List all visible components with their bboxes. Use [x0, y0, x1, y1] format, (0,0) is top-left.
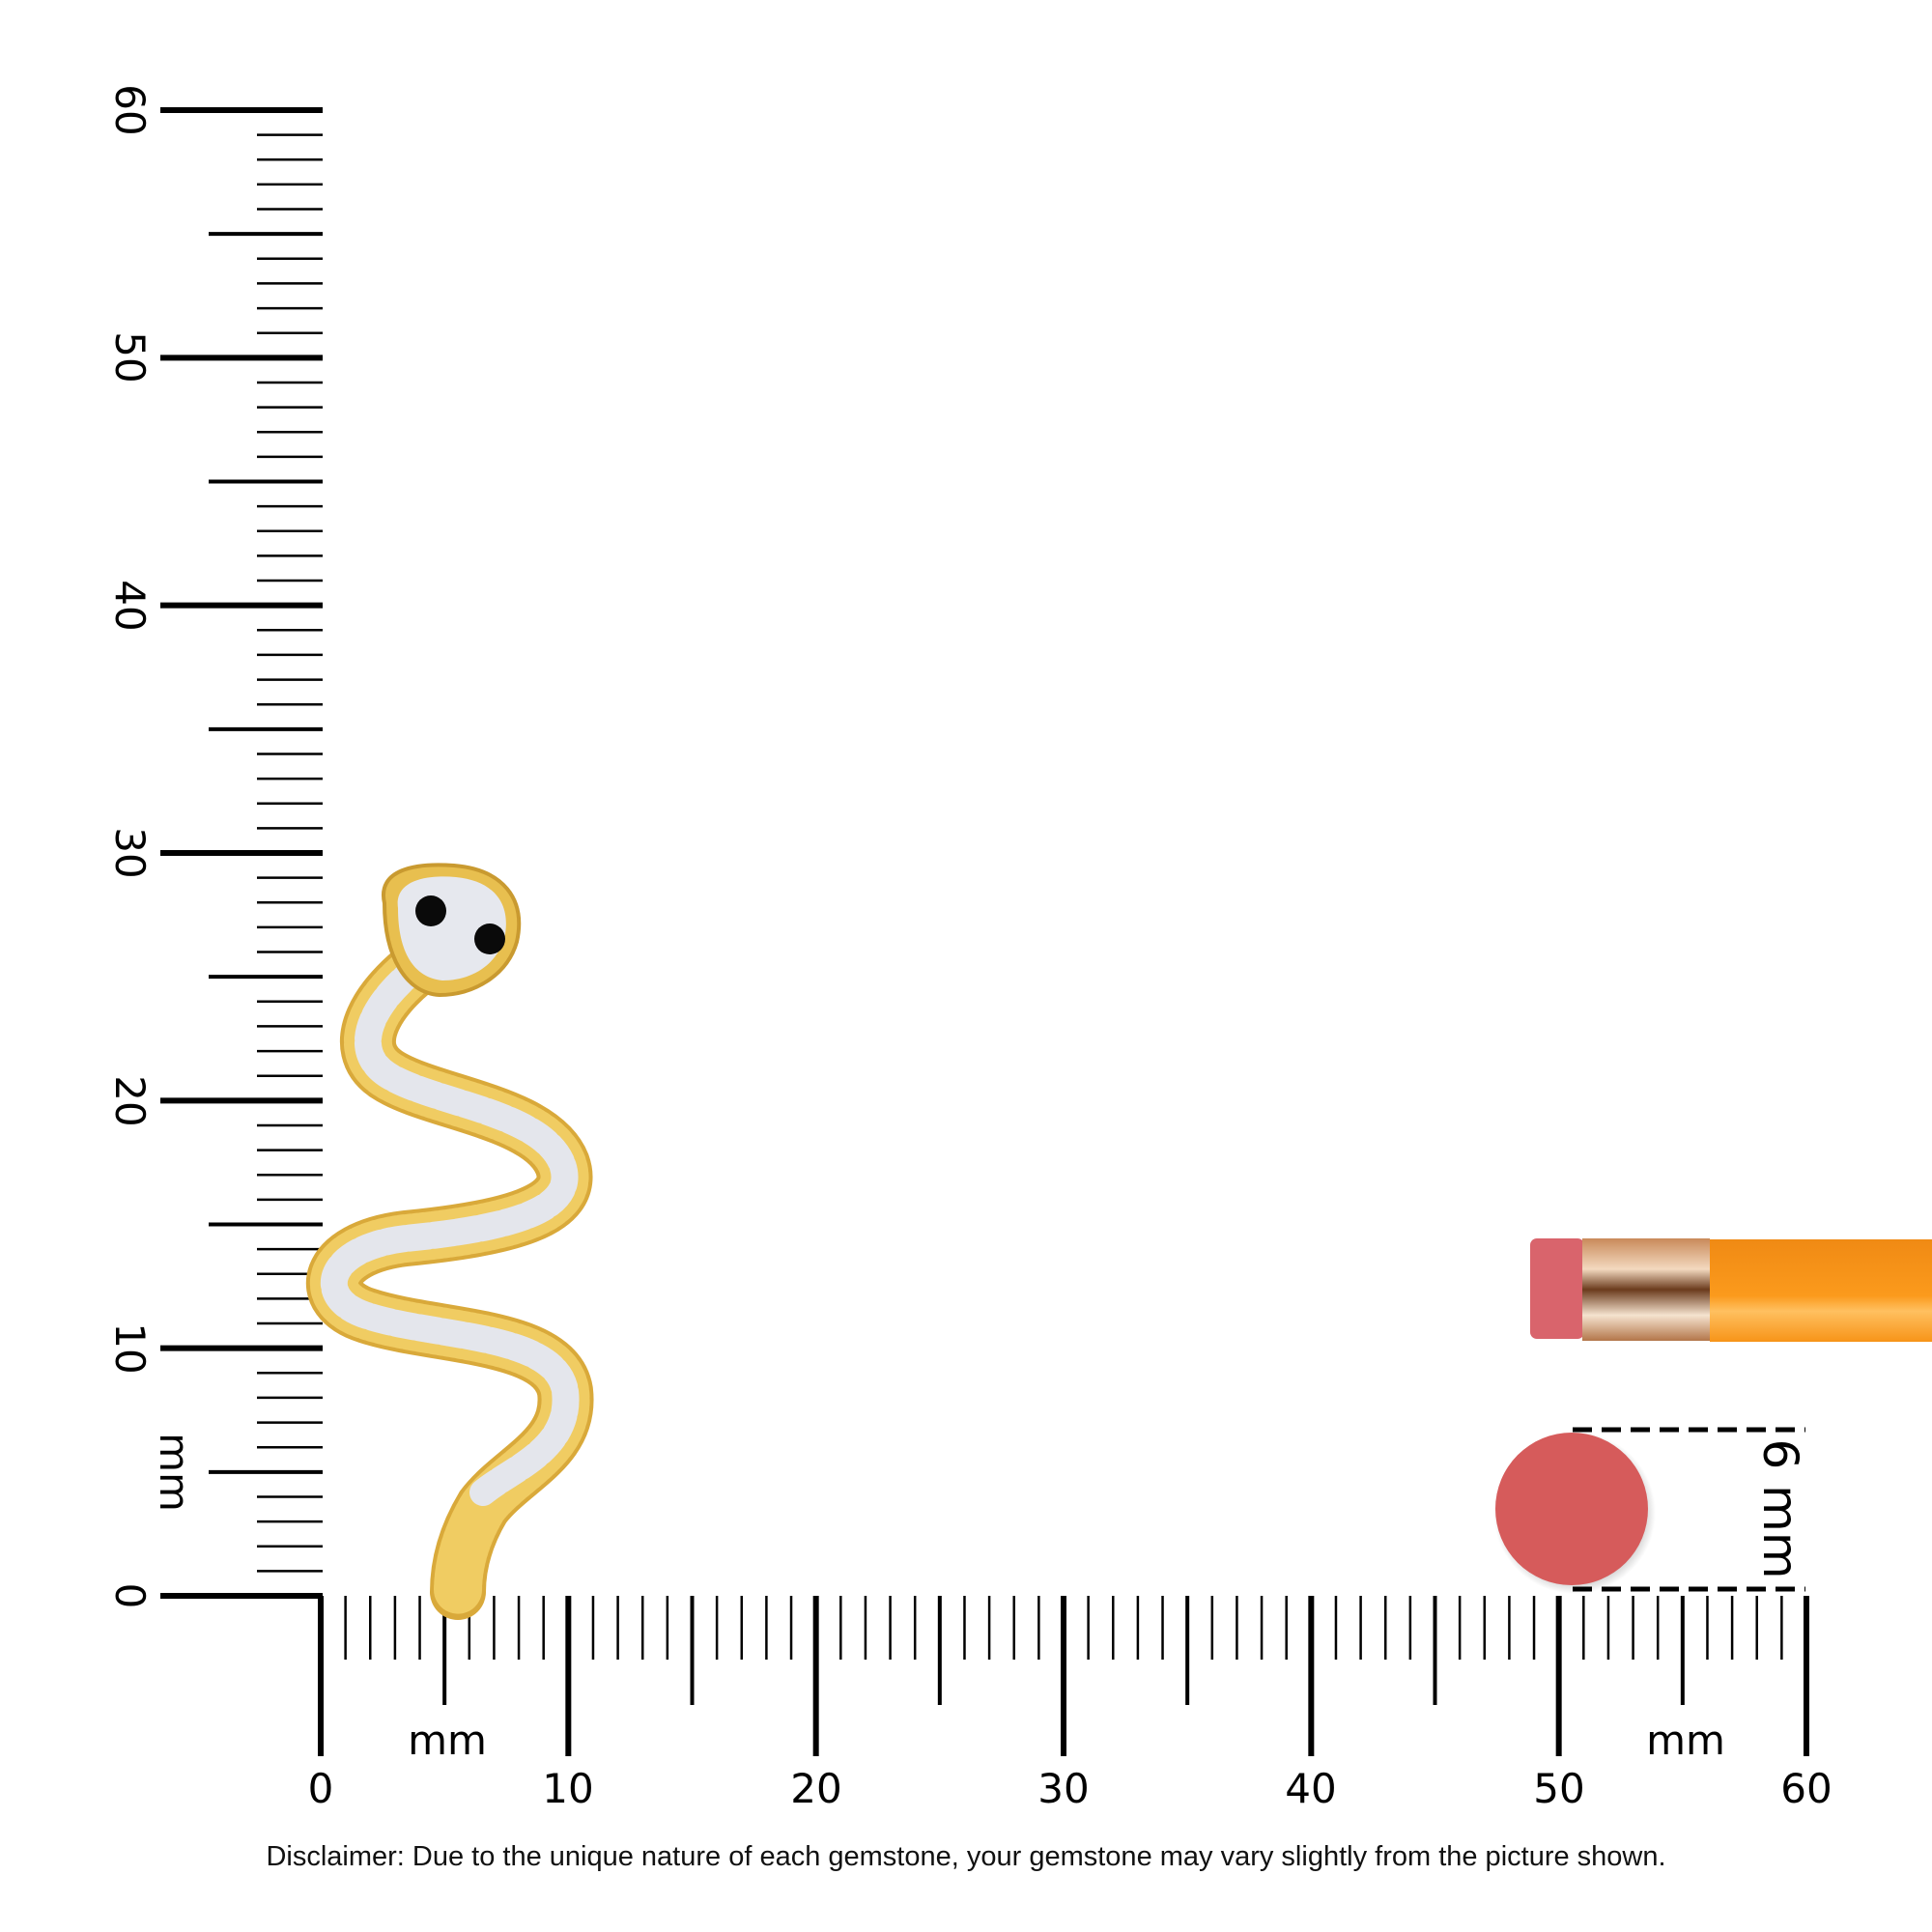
v-label-30: 30 — [106, 827, 154, 878]
pencil-eraser — [1530, 1238, 1584, 1339]
reference-circle — [1495, 1433, 1648, 1585]
h-label-0: 0 — [308, 1765, 334, 1812]
disclaimer-text: Disclaimer: Due to the unique nature of … — [266, 1841, 1666, 1872]
left-eye — [415, 895, 446, 926]
h-label-20: 20 — [790, 1765, 841, 1812]
h-unit-label-right: mm — [1646, 1717, 1725, 1764]
v-label-10: 10 — [106, 1322, 154, 1374]
v-unit-label: mm — [151, 1433, 198, 1512]
reference-size-indicator: 6 mm — [1493, 1427, 1808, 1594]
v-label-40: 40 — [106, 580, 154, 631]
pencil-image — [1530, 1238, 1932, 1342]
pencil-ferrule — [1582, 1238, 1710, 1341]
h-label-50: 50 — [1533, 1765, 1584, 1812]
h-label-30: 30 — [1037, 1765, 1089, 1812]
vertical-ruler-labels: 0 10 20 30 40 50 60 mm — [106, 84, 198, 1608]
snake-pendant-image — [305, 863, 594, 1620]
right-eye — [474, 923, 505, 954]
reference-size-label: 6 mm — [1752, 1438, 1808, 1578]
vertical-ruler — [160, 107, 323, 1599]
h-label-10: 10 — [542, 1765, 593, 1812]
v-label-20: 20 — [106, 1075, 154, 1126]
v-label-0: 0 — [106, 1583, 154, 1609]
horizontal-ruler-labels: 0 10 20 30 40 50 60 mm mm — [308, 1717, 1833, 1812]
v-label-60: 60 — [106, 84, 154, 135]
h-unit-label-left: mm — [408, 1717, 487, 1764]
h-label-40: 40 — [1285, 1765, 1336, 1812]
horizontal-ruler — [160, 1593, 1809, 1756]
pencil-body — [1710, 1239, 1932, 1342]
v-label-50: 50 — [106, 331, 154, 383]
h-label-60: 60 — [1780, 1765, 1832, 1812]
